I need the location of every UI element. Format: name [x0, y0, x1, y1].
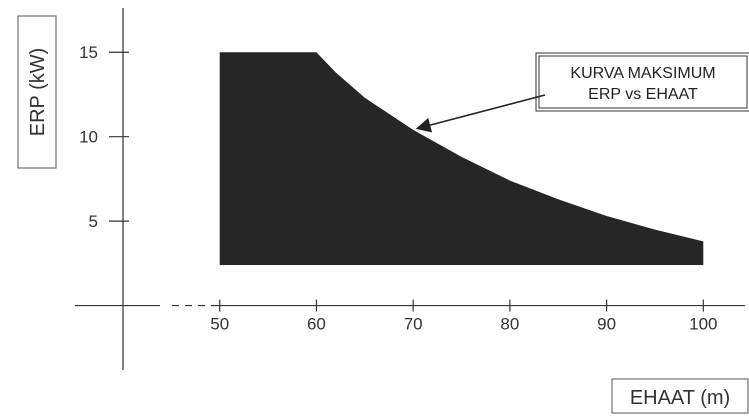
annotation-line-1: KURVA MAKSIMUM — [570, 65, 715, 82]
y-ticks: 5 10 15 — [79, 43, 129, 231]
x-tick-label: 100 — [689, 315, 717, 334]
x-axis-title: EHAAT (m) — [611, 378, 749, 414]
x-tick-label: 90 — [597, 315, 616, 334]
y-tick-label: 10 — [79, 128, 98, 147]
x-tick-label: 80 — [500, 315, 519, 334]
y-axis-label: ERP (kW) — [27, 48, 49, 137]
max-erp-region — [219, 52, 704, 266]
annotation-line-2: ERP vs EHAAT — [588, 86, 698, 103]
y-axis-title: ERP (kW) — [17, 15, 57, 169]
x-ticks: 50 60 70 80 90 100 — [210, 299, 718, 334]
x-tick-label: 70 — [404, 315, 423, 334]
y-tick-label: 15 — [79, 43, 98, 62]
x-tick-label: 50 — [210, 315, 229, 334]
y-tick-label: 5 — [89, 212, 98, 231]
x-tick-label: 60 — [307, 315, 326, 334]
annotation-arrow — [415, 94, 546, 133]
x-axis-label: EHAAT (m) — [630, 387, 730, 409]
curve-annotation: KURVA MAKSIMUM ERP vs EHAAT — [415, 52, 749, 133]
